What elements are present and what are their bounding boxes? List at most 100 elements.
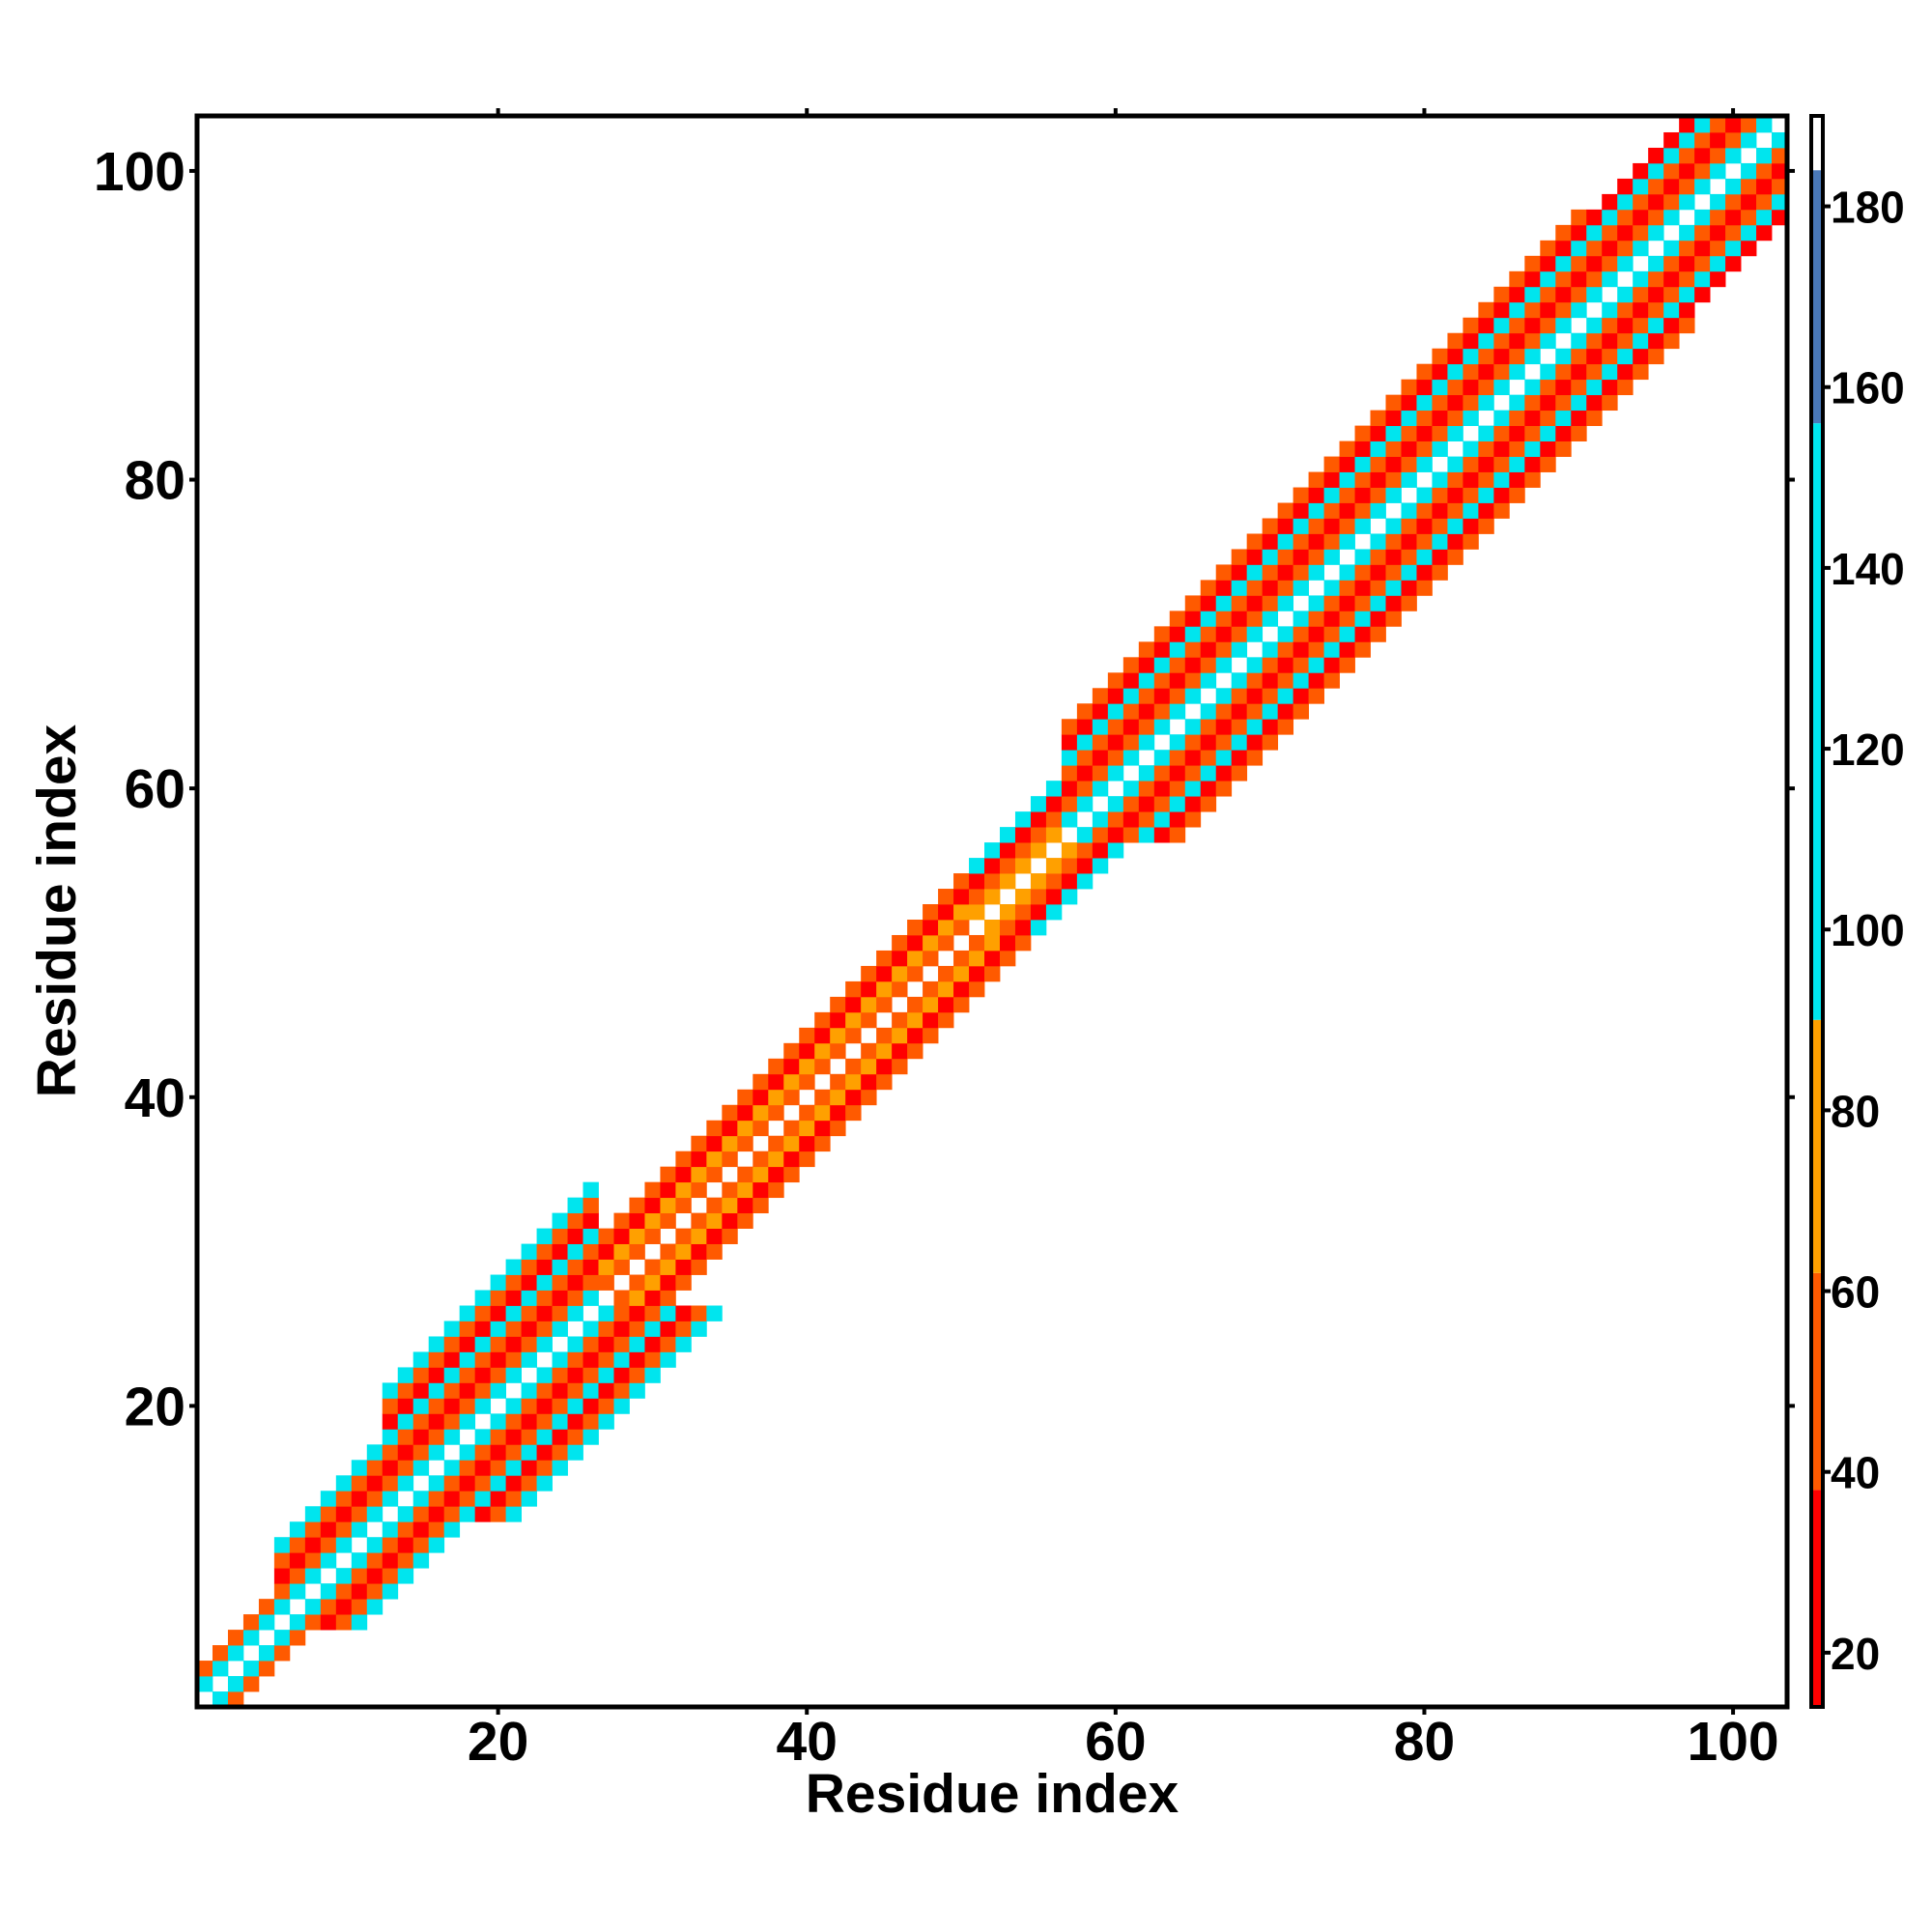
heatmap-cell xyxy=(1246,533,1264,550)
heatmap-cell xyxy=(969,858,985,874)
heatmap-cell xyxy=(1478,332,1494,350)
heatmap-cell xyxy=(1447,379,1463,396)
heatmap-cell xyxy=(783,1042,800,1060)
heatmap-cell xyxy=(320,1521,337,1538)
heatmap-cell xyxy=(938,996,954,1013)
heatmap-cell xyxy=(1725,131,1742,149)
heatmap-cell xyxy=(1555,224,1572,242)
heatmap-cell xyxy=(1045,811,1063,828)
heatmap-cell xyxy=(304,1506,322,1522)
heatmap-cell xyxy=(1710,193,1726,211)
heatmap-cell xyxy=(1153,811,1171,828)
heatmap-cell xyxy=(1184,719,1202,735)
heatmap-cell xyxy=(1277,688,1294,704)
x-axis-title: Residue index xyxy=(806,1763,1179,1825)
heatmap-cell xyxy=(1262,734,1279,751)
heatmap-cell xyxy=(1540,425,1556,441)
heatmap-cell xyxy=(459,1305,476,1321)
heatmap-cell xyxy=(1231,750,1248,766)
heatmap-cell xyxy=(1679,147,1695,164)
heatmap-cell xyxy=(490,1429,507,1445)
heatmap-cell xyxy=(984,934,1001,952)
heatmap-cell xyxy=(1648,286,1664,303)
heatmap-cell xyxy=(1617,332,1634,350)
heatmap-cell xyxy=(1493,348,1510,365)
heatmap-cell xyxy=(1200,750,1217,766)
heatmap-cell xyxy=(1262,672,1279,689)
heatmap-cell xyxy=(1540,379,1556,396)
heatmap-cell xyxy=(768,1073,784,1091)
heatmap-cell xyxy=(1323,502,1340,519)
heatmap-cell xyxy=(799,1058,815,1075)
heatmap-cell xyxy=(1710,131,1726,149)
heatmap-cell xyxy=(753,1166,769,1183)
heatmap-cell xyxy=(984,950,1001,967)
heatmap-cell xyxy=(675,1166,692,1183)
heatmap-cell xyxy=(1122,827,1140,843)
heatmap-cell xyxy=(1061,873,1078,890)
heatmap-cell xyxy=(335,1583,353,1600)
heatmap-cell xyxy=(1246,549,1264,565)
heatmap-cell xyxy=(521,1259,537,1275)
heatmap-cell xyxy=(567,1444,583,1461)
heatmap-cell xyxy=(320,1599,337,1615)
heatmap-cell xyxy=(1339,595,1355,611)
heatmap-cell xyxy=(1725,240,1742,257)
heatmap-cell xyxy=(1710,162,1726,180)
heatmap-cell xyxy=(799,1073,815,1091)
heatmap-cell xyxy=(1663,317,1680,334)
heatmap-cell xyxy=(1107,827,1124,843)
heatmap-cell xyxy=(335,1521,353,1538)
heatmap-cell xyxy=(1092,858,1109,874)
heatmap-cell xyxy=(1555,440,1572,457)
heatmap-cell xyxy=(644,1367,661,1383)
heatmap-cell xyxy=(304,1537,322,1553)
heatmap-cell xyxy=(443,1475,461,1492)
heatmap-cell xyxy=(552,1413,568,1430)
heatmap-cell xyxy=(1107,672,1124,689)
heatmap-cell xyxy=(1293,657,1309,673)
heatmap-cell xyxy=(1694,117,1711,133)
heatmap-cell xyxy=(783,1073,800,1091)
heatmap-cell xyxy=(536,1290,553,1306)
heatmap-cell xyxy=(953,980,970,998)
heatmap-cell xyxy=(443,1351,461,1368)
heatmap-cell xyxy=(1493,456,1510,472)
heatmap-cell xyxy=(1586,332,1603,350)
heatmap-cell xyxy=(1648,162,1664,180)
heatmap-cell xyxy=(1246,657,1264,673)
heatmap-cell xyxy=(753,1197,769,1214)
heatmap-cell xyxy=(1231,688,1248,704)
heatmap-cell xyxy=(1555,286,1572,303)
heatmap-cell xyxy=(567,1351,583,1368)
heatmap-cell xyxy=(1339,471,1355,488)
heatmap-cell xyxy=(1215,719,1233,735)
heatmap-cell xyxy=(582,1243,599,1260)
heatmap-cell xyxy=(845,980,862,998)
heatmap-cell xyxy=(1200,765,1217,781)
heatmap-cell xyxy=(1030,796,1047,812)
heatmap-cell xyxy=(1555,394,1572,412)
heatmap-cell xyxy=(1076,734,1094,751)
heatmap-cell xyxy=(1586,209,1603,226)
heatmap-cell xyxy=(459,1491,476,1507)
heatmap-cell xyxy=(984,842,1001,859)
heatmap-cell xyxy=(861,1073,877,1091)
heatmap-cell xyxy=(861,996,877,1013)
heatmap-cell xyxy=(1277,719,1294,735)
heatmap-cell xyxy=(984,965,1001,982)
heatmap-cell xyxy=(397,1537,414,1553)
heatmap-cell xyxy=(1169,657,1186,673)
heatmap-cell xyxy=(613,1336,630,1352)
heatmap-cell xyxy=(521,1351,537,1368)
heatmap-cell xyxy=(1602,348,1618,365)
heatmap-cell xyxy=(567,1367,583,1383)
heatmap-cell xyxy=(474,1475,492,1492)
heatmap-cell xyxy=(644,1321,661,1337)
heatmap-cell xyxy=(1354,487,1371,503)
heatmap-cell xyxy=(1200,719,1217,735)
heatmap-cell xyxy=(722,1181,738,1199)
heatmap-cell xyxy=(1540,410,1556,427)
heatmap-cell xyxy=(1339,564,1355,581)
heatmap-cell xyxy=(273,1568,291,1584)
